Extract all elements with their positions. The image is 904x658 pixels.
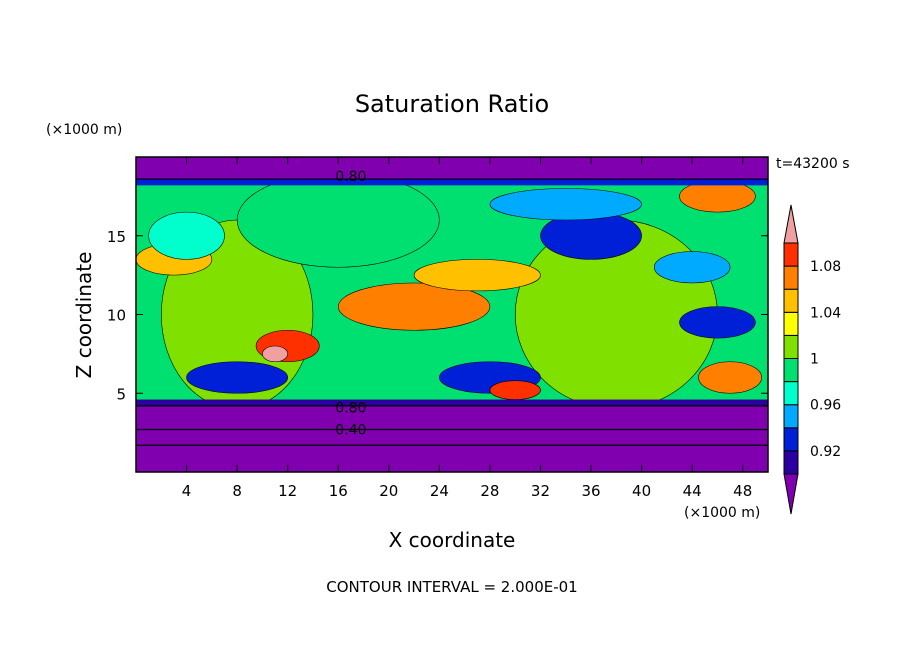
field-region — [653, 251, 731, 284]
contour-label: 0.80 — [335, 400, 366, 416]
colorbar-arrow-high — [783, 204, 799, 244]
field-region — [679, 306, 756, 339]
field-region — [262, 345, 288, 363]
colorbar-box — [783, 334, 799, 359]
colorbar-arrow-low — [783, 473, 799, 515]
x-tick-label: 24 — [430, 482, 449, 500]
x-tick-label: 32 — [531, 482, 550, 500]
colorbar-label: 0.96 — [810, 398, 841, 414]
field-band — [136, 179, 768, 186]
y-tick-label: 5 — [116, 385, 126, 403]
colorbar-box — [783, 381, 799, 406]
plot-area — [136, 157, 768, 472]
y-tick-label: 10 — [107, 307, 126, 325]
x-tick-label: 12 — [278, 482, 297, 500]
field-region — [489, 380, 541, 400]
y-tick-label: 15 — [107, 228, 126, 246]
field-region — [413, 259, 541, 292]
colorbar-box — [783, 450, 799, 475]
colorbar-box — [783, 288, 799, 313]
x-axis-ticks: 4 8 12 16 20 24 28 32 36 40 44 48 — [182, 157, 752, 500]
colorbar-box — [783, 265, 799, 290]
x-tick-label: 36 — [581, 482, 600, 500]
contour-label: 0.80 — [335, 169, 366, 185]
field-region — [698, 361, 762, 394]
field-band — [136, 405, 768, 472]
time-label: t=43200 s — [776, 156, 850, 172]
field-region — [186, 361, 288, 394]
colorbar-label: 1.08 — [810, 259, 841, 275]
x-tick-label: 48 — [733, 482, 752, 500]
field-region — [148, 211, 225, 260]
y-unit-label: (×1000 m) — [46, 122, 122, 138]
x-tick-label: 8 — [232, 482, 242, 500]
colorbar: 1.08 1.04 1 0.96 0.92 — [783, 204, 841, 515]
colorbar-box — [783, 311, 799, 336]
colorbar-label: 1 — [810, 352, 819, 368]
colorbar-label: 0.92 — [810, 444, 841, 460]
chart-title: Saturation Ratio — [355, 90, 549, 118]
x-tick-label: 40 — [632, 482, 651, 500]
x-axis-label: X coordinate — [389, 528, 516, 552]
y-axis-label: Z coordinate — [72, 252, 96, 379]
x-tick-label: 16 — [329, 482, 348, 500]
colorbar-label: 1.04 — [810, 305, 841, 321]
colorbar-box — [783, 427, 799, 452]
contour-labels: 0.80 0.80 0.40 — [335, 169, 366, 439]
contour-interval-footer: CONTOUR INTERVAL = 2.000E-01 — [326, 578, 577, 596]
colorbar-box — [783, 242, 799, 267]
field-band — [136, 157, 768, 180]
x-tick-label: 28 — [480, 482, 499, 500]
field-band — [136, 399, 768, 406]
x-tick-label: 4 — [182, 482, 192, 500]
field-region — [337, 282, 491, 331]
x-unit-label: (×1000 m) — [684, 505, 760, 521]
colorbar-box — [783, 358, 799, 383]
y-axis-ticks: 5 10 15 — [107, 228, 768, 403]
field-region — [236, 172, 440, 268]
contour-label: 0.40 — [335, 422, 366, 438]
x-tick-label: 20 — [379, 482, 398, 500]
field-region — [489, 188, 642, 221]
colorbar-box — [783, 404, 799, 429]
x-tick-label: 44 — [683, 482, 702, 500]
